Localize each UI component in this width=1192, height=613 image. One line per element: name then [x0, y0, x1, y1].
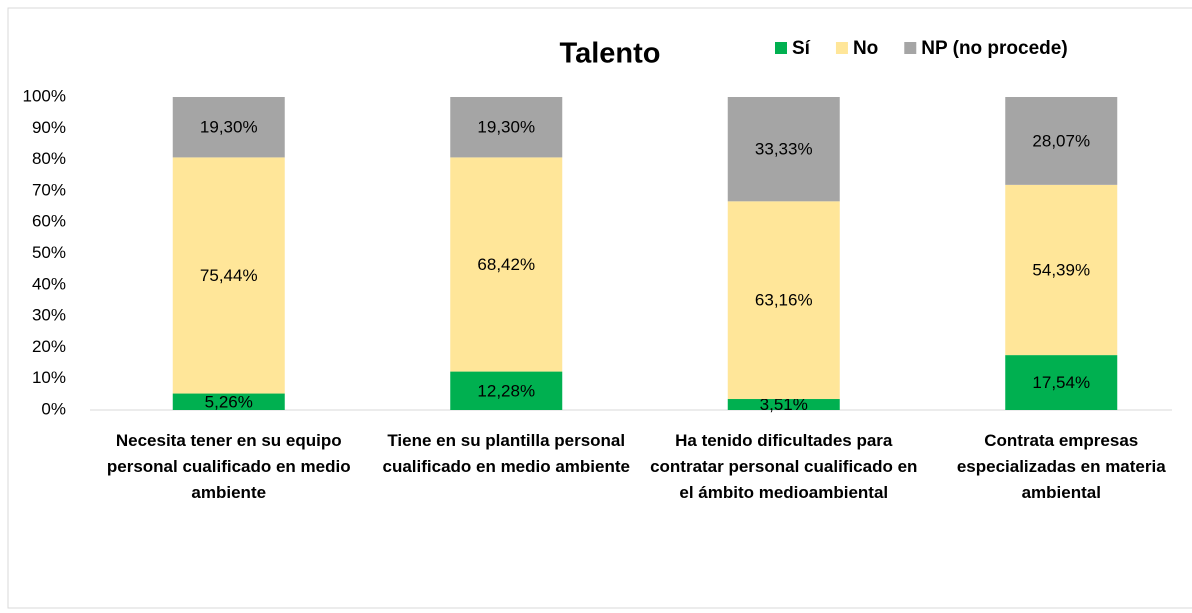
- bar-segment: [450, 157, 563, 372]
- legend-label: Sí: [792, 38, 811, 59]
- y-tick-label: 10%: [32, 368, 66, 387]
- y-tick-label: 0%: [41, 399, 66, 418]
- bar-segment: [1005, 355, 1118, 410]
- value-label: 17,54%: [1032, 373, 1090, 392]
- value-label: 19,30%: [200, 118, 258, 137]
- legend-swatch: [775, 42, 787, 54]
- bar-segment: [450, 97, 563, 158]
- y-tick-label: 30%: [32, 306, 66, 325]
- y-tick-label: 60%: [32, 212, 66, 231]
- legend-swatch: [835, 42, 848, 54]
- x-tick-label: Tiene en su plantilla personal cualifica…: [382, 431, 630, 476]
- y-tick-label: 90%: [32, 118, 66, 137]
- y-tick-label: 50%: [32, 243, 66, 262]
- y-tick-label: 70%: [32, 180, 66, 199]
- value-label: 19,30%: [477, 118, 535, 137]
- value-label: 5,26%: [205, 392, 253, 411]
- bar-segment: [450, 371, 563, 410]
- value-label: 75,44%: [200, 266, 258, 285]
- bar-segment: [1005, 184, 1118, 356]
- x-tick-label: Contrata empresas especializadas en mate…: [956, 431, 1166, 502]
- bar-segment: [1005, 97, 1118, 185]
- y-tick-label: 40%: [32, 274, 66, 293]
- value-label: 68,42%: [477, 255, 535, 274]
- y-tick-label: 100%: [23, 86, 66, 105]
- bar-segment: [172, 393, 285, 410]
- value-label: 33,33%: [755, 140, 813, 159]
- legend-label: No: [853, 38, 878, 59]
- value-label: 54,39%: [1032, 260, 1090, 279]
- bar-segment: [727, 97, 840, 202]
- y-tick-label: 80%: [32, 149, 66, 168]
- y-tick-label: 20%: [32, 337, 66, 356]
- x-tick-label: Ha tenido dificultades para contratar pe…: [650, 431, 918, 502]
- bar-segment: [727, 201, 840, 400]
- x-tick-label: Necesita tener en su equipo personal cua…: [106, 431, 351, 502]
- value-label: 28,07%: [1032, 131, 1090, 150]
- legend-swatch: [904, 42, 917, 54]
- bar-segment: [727, 399, 840, 410]
- value-label: 3,51%: [760, 395, 808, 414]
- chart-title: Talento: [560, 38, 661, 70]
- value-label: 63,16%: [755, 291, 813, 310]
- bar-segment: [172, 97, 285, 158]
- value-label: 12,28%: [477, 381, 535, 400]
- bar-segment: [172, 157, 285, 394]
- legend-label: NP (no procede): [921, 38, 1067, 59]
